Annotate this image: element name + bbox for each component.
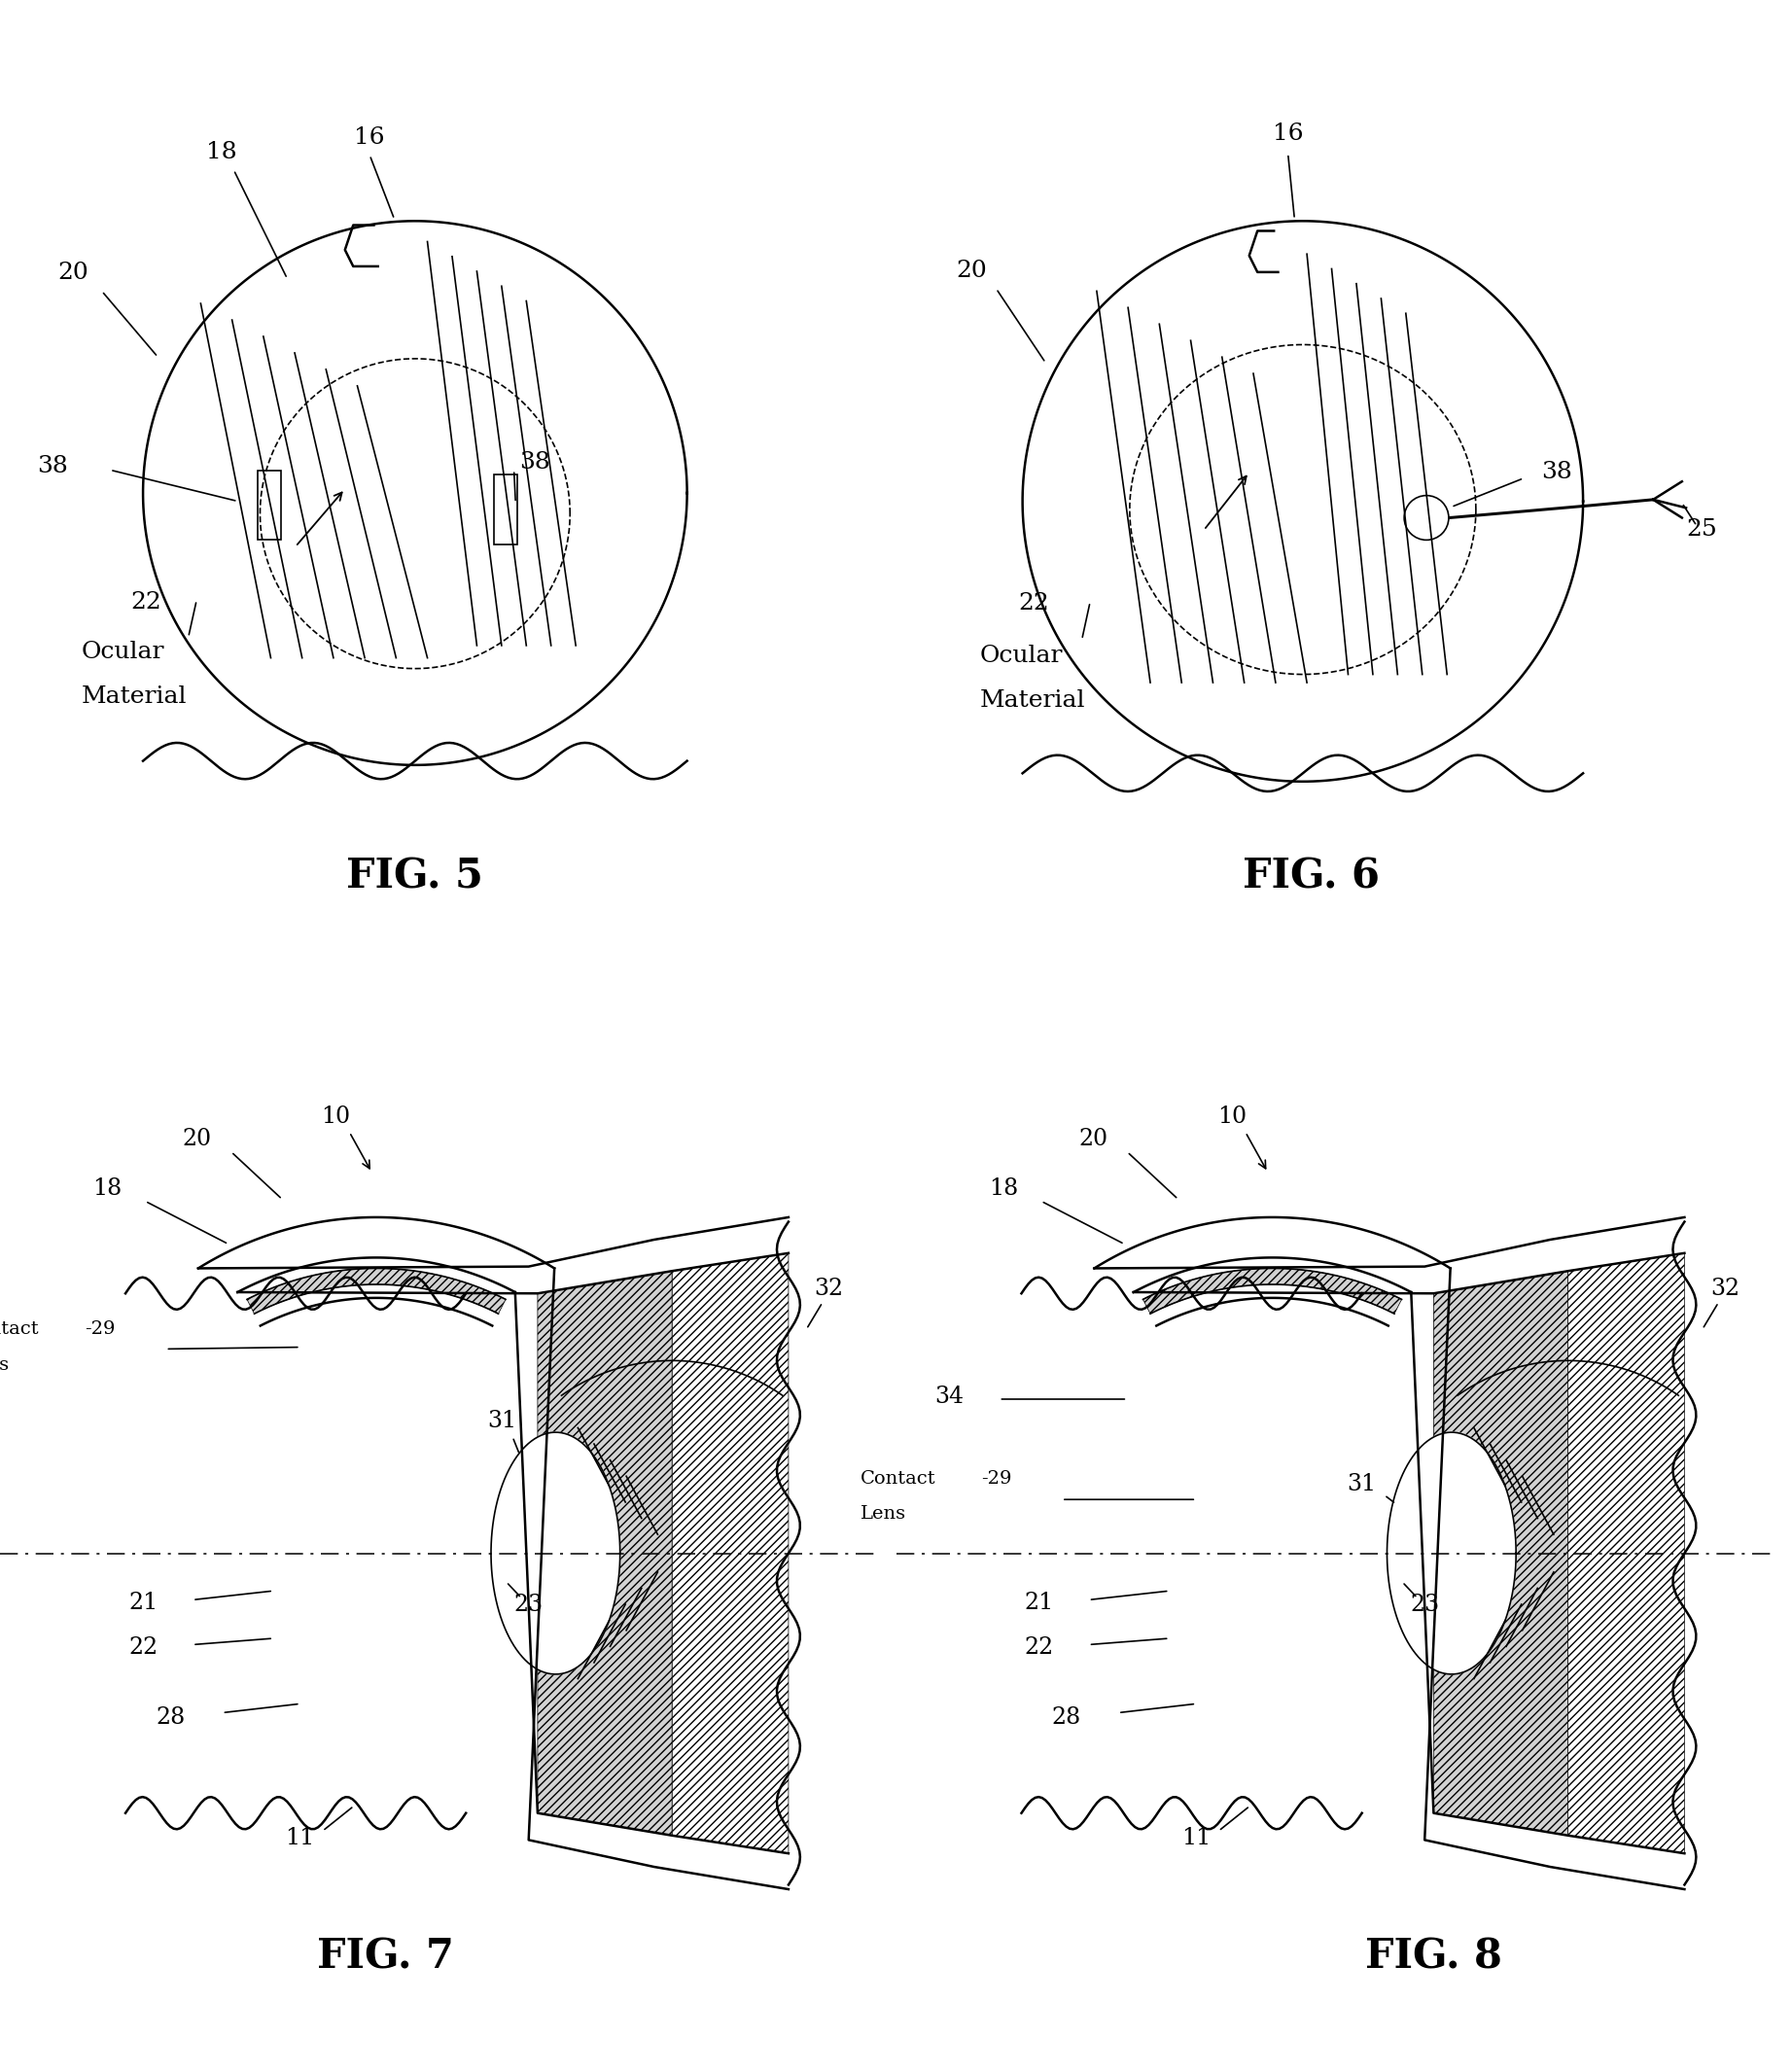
Text: 32: 32: [814, 1278, 844, 1301]
Text: -29: -29: [982, 1470, 1012, 1487]
Polygon shape: [1387, 1433, 1516, 1673]
Bar: [495, 474, 518, 545]
Polygon shape: [1143, 1267, 1401, 1313]
Text: 32: 32: [1710, 1278, 1740, 1301]
Text: FIG. 5: FIG. 5: [346, 855, 484, 897]
Text: Lens: Lens: [860, 1506, 907, 1522]
Text: FIG. 8: FIG. 8: [1366, 1936, 1502, 1978]
Text: 10: 10: [1217, 1106, 1247, 1129]
Text: 18: 18: [989, 1176, 1018, 1199]
Text: 22: 22: [129, 1636, 158, 1659]
Polygon shape: [491, 1433, 620, 1673]
Text: FIG. 6: FIG. 6: [1242, 855, 1380, 897]
Text: 31: 31: [1348, 1472, 1376, 1495]
Text: Contact: Contact: [860, 1470, 935, 1487]
Text: FIG. 7: FIG. 7: [317, 1936, 453, 1978]
Text: 23: 23: [1410, 1595, 1439, 1615]
Text: 22: 22: [1025, 1636, 1054, 1659]
Text: Material: Material: [980, 690, 1086, 712]
Text: Contact: Contact: [0, 1319, 39, 1338]
Text: 38: 38: [1541, 460, 1572, 483]
Text: -29: -29: [86, 1319, 116, 1338]
Text: 20: 20: [1079, 1129, 1107, 1151]
Polygon shape: [1568, 1253, 1684, 1854]
Polygon shape: [538, 1272, 672, 1835]
Text: 28: 28: [1052, 1707, 1081, 1729]
Text: 11: 11: [285, 1827, 315, 1849]
Text: 38: 38: [520, 451, 550, 472]
Text: Ocular: Ocular: [81, 640, 165, 663]
Text: 31: 31: [487, 1410, 516, 1433]
Text: Lens: Lens: [0, 1357, 11, 1373]
Text: 22: 22: [131, 590, 161, 613]
Text: 34: 34: [935, 1385, 964, 1408]
Text: 18: 18: [93, 1176, 122, 1199]
Text: 10: 10: [321, 1106, 351, 1129]
Text: 23: 23: [514, 1595, 543, 1615]
Text: 25: 25: [1686, 518, 1717, 541]
Text: 21: 21: [129, 1591, 158, 1613]
Text: 21: 21: [1025, 1591, 1054, 1613]
Text: 28: 28: [156, 1707, 185, 1729]
Text: 11: 11: [1181, 1827, 1211, 1849]
Text: 20: 20: [57, 261, 88, 284]
Polygon shape: [1434, 1272, 1568, 1835]
Text: 16: 16: [355, 126, 385, 149]
Text: Ocular: Ocular: [980, 644, 1063, 667]
Polygon shape: [672, 1253, 788, 1854]
Text: Material: Material: [81, 686, 186, 708]
Text: 38: 38: [38, 456, 68, 476]
Text: 22: 22: [1018, 592, 1050, 615]
Text: 20: 20: [955, 259, 987, 282]
Text: 20: 20: [183, 1129, 211, 1151]
Text: 16: 16: [1272, 122, 1303, 145]
Text: 18: 18: [206, 141, 237, 164]
Bar: [258, 470, 281, 541]
Polygon shape: [247, 1267, 505, 1313]
